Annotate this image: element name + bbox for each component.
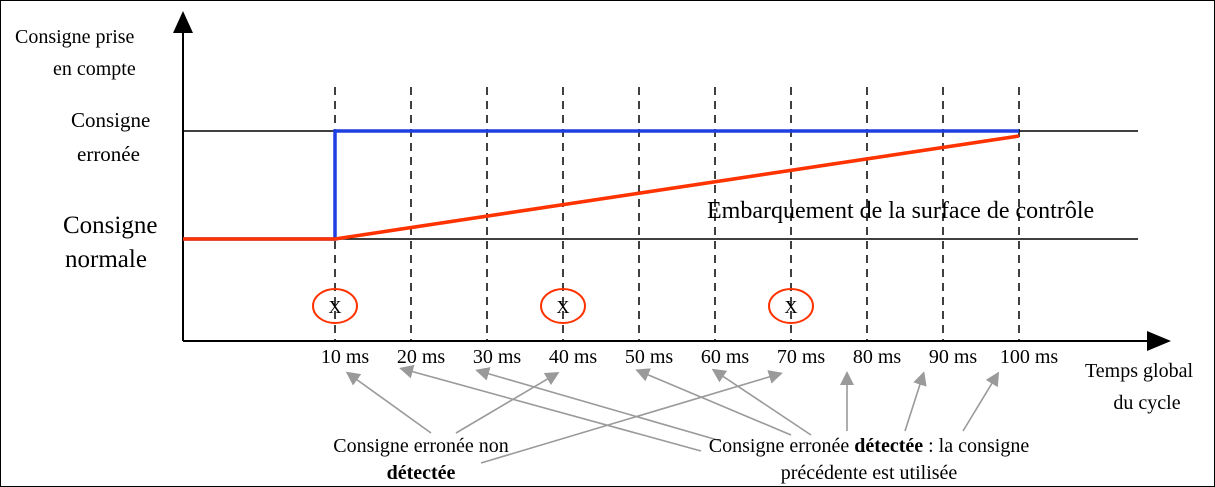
arrow-to-20ms: [399, 364, 702, 452]
note-undetected: Consigne erronée non: [333, 435, 509, 457]
high-level-label-line2: erronée: [77, 142, 140, 166]
tick-label-100ms: 100 ms: [1000, 346, 1059, 368]
y-axis-label-line2: en compte: [53, 58, 136, 80]
tick-label-70ms: 70 ms: [777, 346, 826, 368]
undetected-marker-10ms: X: [312, 288, 358, 324]
x-axis-arrowhead: [1147, 331, 1171, 351]
arrow-to-50ms: [635, 368, 792, 436]
undetected-marker-40ms: X: [540, 288, 586, 324]
note-detected-line2: précédente est utilisée: [781, 462, 958, 484]
tick-label-20ms: 20 ms: [397, 346, 446, 368]
low-level-label-line2: normale: [65, 246, 147, 273]
svg-text:X: X: [329, 297, 342, 317]
high-level-label: Consigne: [71, 108, 150, 132]
surface-response-line: [183, 134, 1020, 241]
tick-label-50ms: 50 ms: [625, 346, 674, 368]
tick-label-40ms: 40 ms: [549, 346, 598, 368]
tick-label-30ms: 30 ms: [473, 346, 522, 368]
undetected-marker-70ms: X: [768, 288, 814, 324]
arrow-to-100ms: [962, 371, 1000, 432]
low-level-label: Consigne: [63, 212, 157, 239]
svg-text:X: X: [557, 297, 570, 317]
tick-label-60ms: 60 ms: [701, 346, 750, 368]
note-undetected-bold: détectée: [387, 462, 456, 484]
y-axis-arrowhead: [173, 11, 193, 33]
arrow-to-60ms: [711, 368, 812, 436]
note-detected: Consigne erronée détectée : la consigne: [709, 435, 1030, 457]
arrow-to-90ms: [904, 371, 927, 432]
time-tick-labels: 10 ms 20 ms 30 ms 40 ms 50 ms 60 ms 70 ms 80 ms…: [321, 346, 1059, 368]
tick-label-10ms: 10 ms: [321, 346, 370, 368]
arrow-to-30ms: [475, 367, 722, 442]
tick-label-90ms: 90 ms: [929, 346, 978, 368]
y-axis-label: Consigne prise: [15, 26, 135, 48]
arrow-to-70ms: [480, 370, 783, 464]
x-axis-label-line2: du cycle: [1113, 392, 1180, 414]
tick-label-80ms: 80 ms: [853, 346, 902, 368]
undetected-arrows: [345, 370, 783, 464]
curve-annotation: Embarquement de la surface de contrôle: [707, 198, 1094, 224]
detected-arrows: [399, 364, 1000, 452]
x-axis-label: Temps global: [1085, 360, 1193, 382]
arrow-to-10ms: [345, 371, 432, 434]
svg-text:X: X: [785, 297, 798, 317]
arrow-to-40ms: [455, 371, 560, 434]
